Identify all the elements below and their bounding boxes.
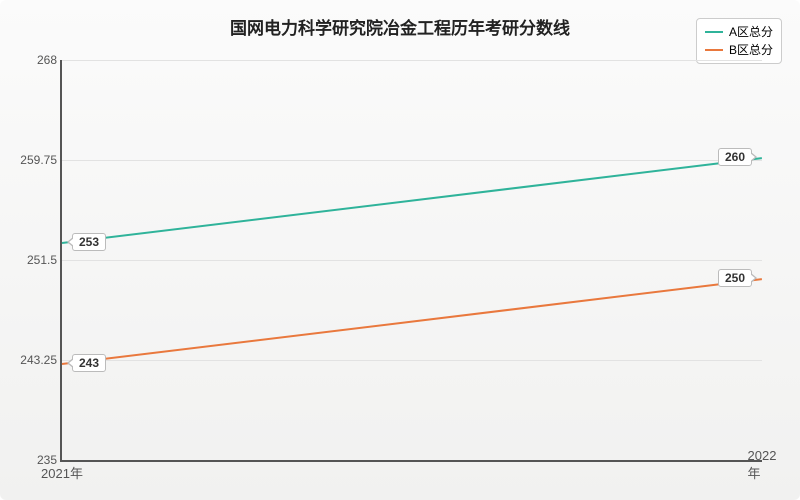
chart-container: 国网电力科学研究院冶金工程历年考研分数线 A区总分 B区总分 235243.25… [0, 0, 800, 500]
legend-swatch-a [705, 31, 723, 33]
y-tick-label: 268 [7, 53, 57, 67]
data-label: 243 [72, 354, 106, 372]
series-line [62, 278, 762, 365]
data-label: 250 [718, 269, 752, 287]
x-tick-label: 2021年 [41, 463, 83, 482]
legend-label-a: A区总分 [729, 23, 773, 41]
gridline [62, 360, 762, 361]
series-line [62, 157, 762, 244]
chart-title: 国网电力科学研究院冶金工程历年考研分数线 [0, 14, 800, 39]
x-tick-label: 2022年 [748, 448, 777, 482]
y-tick-label: 251.5 [7, 253, 57, 267]
legend-label-b: B区总分 [729, 41, 773, 59]
y-tick-label: 259.75 [7, 153, 57, 167]
gridline [62, 160, 762, 161]
data-label: 260 [718, 148, 752, 166]
legend: A区总分 B区总分 [696, 18, 782, 64]
data-label: 253 [72, 233, 106, 251]
legend-swatch-b [705, 49, 723, 51]
legend-item-b: B区总分 [705, 41, 773, 59]
plot-area: 235243.25251.5259.752682021年2022年2532602… [60, 60, 762, 462]
y-tick-label: 243.25 [7, 353, 57, 367]
gridline [62, 260, 762, 261]
gridline [62, 60, 762, 61]
legend-item-a: A区总分 [705, 23, 773, 41]
